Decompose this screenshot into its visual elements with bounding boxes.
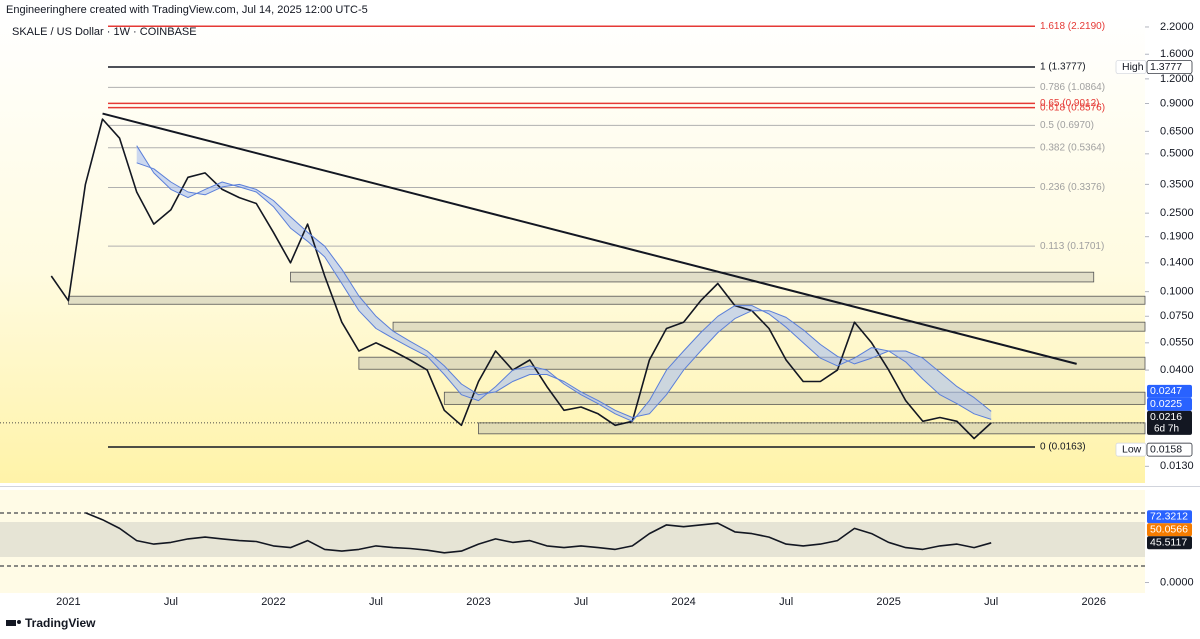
y-tick-label: 0.0750 bbox=[1160, 310, 1194, 322]
y-tick-label: 0.1400 bbox=[1160, 257, 1194, 269]
y-tick-label: 1.6000 bbox=[1160, 48, 1194, 60]
fib-level-label: 1 (1.3777) bbox=[1040, 62, 1086, 73]
series-line bbox=[136, 162, 992, 418]
x-tick-label: Jul bbox=[984, 596, 998, 608]
x-tick-label: 2024 bbox=[671, 596, 695, 608]
series-line bbox=[50, 118, 992, 440]
fib-level-label: 1.618 (2.2190) bbox=[1040, 21, 1105, 32]
price-tag-caption-box bbox=[1115, 442, 1147, 457]
fib-level-label: 0.618 (0.8576) bbox=[1040, 102, 1105, 113]
series-line bbox=[136, 145, 992, 422]
fib-level-label: 0.5 (0.6970) bbox=[1040, 120, 1094, 131]
y-tick-label: 0.9000 bbox=[1160, 97, 1194, 109]
x-tick-label: 2023 bbox=[466, 596, 490, 608]
y-tick-label: 2.2000 bbox=[1160, 21, 1194, 33]
rsi-pane-background bbox=[0, 490, 1145, 593]
fib-level-label: 0 (0.0163) bbox=[1040, 442, 1086, 453]
x-tick-label: 2022 bbox=[261, 596, 285, 608]
x-tick-label: Jul bbox=[369, 596, 383, 608]
zone bbox=[443, 391, 1146, 405]
zone bbox=[67, 295, 1146, 305]
price-tag-value: 45.5117 bbox=[1150, 537, 1187, 549]
zone bbox=[358, 356, 1146, 370]
x-tick-label: 2026 bbox=[1081, 596, 1105, 608]
zone bbox=[478, 422, 1146, 435]
brand: TradingView bbox=[25, 616, 96, 630]
fib-level-label: 0.65 (0.9012) bbox=[1040, 98, 1100, 109]
price-tag-caption: Low bbox=[1122, 443, 1142, 455]
y-tick-label: 1.2000 bbox=[1160, 73, 1194, 85]
fib-level-label: 0.236 (0.3376) bbox=[1040, 182, 1105, 193]
price-tag bbox=[1147, 410, 1192, 435]
y-tick-label: 0.0130 bbox=[1160, 460, 1194, 472]
y-tick-label: 0.2500 bbox=[1160, 207, 1194, 219]
price-tag-value: 0.0225 bbox=[1150, 398, 1182, 410]
zone bbox=[392, 321, 1146, 332]
price-tag-value: 50.0566 bbox=[1150, 524, 1188, 536]
price-tag-value: 0.0216 bbox=[1150, 411, 1182, 423]
x-tick-label: 2025 bbox=[876, 596, 900, 608]
tradingview-logo: TradingView bbox=[6, 616, 96, 630]
y-tick-label: 0.6500 bbox=[1160, 125, 1194, 137]
trendline bbox=[102, 112, 1077, 365]
y-tick-label: 0.5000 bbox=[1160, 148, 1194, 160]
price-tag bbox=[1147, 510, 1192, 524]
x-tick-label: Jul bbox=[574, 596, 588, 608]
y-tick-label: 0.3500 bbox=[1160, 178, 1194, 190]
price-tag bbox=[1147, 523, 1192, 537]
fib-level-label: 0.786 (1.0864) bbox=[1040, 82, 1105, 93]
y-tick-label: 0.1900 bbox=[1160, 231, 1194, 243]
y-tick-label: 0.0000 bbox=[1160, 576, 1194, 588]
price-tag bbox=[1147, 536, 1192, 550]
rsi-band bbox=[0, 522, 1145, 557]
x-tick-label: Jul bbox=[779, 596, 793, 608]
price-tag bbox=[1146, 442, 1193, 457]
x-tick-label: 2021 bbox=[56, 596, 80, 608]
price-tag bbox=[1146, 60, 1193, 74]
logo-dot bbox=[17, 620, 21, 624]
series-line bbox=[85, 511, 992, 554]
symbol-title: SKALE / US Dollar · 1W · COINBASE bbox=[12, 26, 197, 38]
price-tag-countdown: 6d 7h bbox=[1154, 423, 1179, 434]
price-tag bbox=[1147, 384, 1192, 398]
x-tick-label: Jul bbox=[164, 596, 178, 608]
y-tick-label: 0.1000 bbox=[1160, 286, 1194, 298]
price-tag-caption-box bbox=[1115, 60, 1147, 74]
price-tag bbox=[1147, 397, 1192, 411]
y-tick-label: 0.0400 bbox=[1160, 364, 1194, 376]
price-tag-value: 1.3777 bbox=[1150, 61, 1182, 73]
fib-level-label: 0.113 (0.1701) bbox=[1040, 241, 1104, 252]
price-pane-background bbox=[0, 15, 1145, 483]
zone bbox=[290, 271, 1095, 283]
fib-level-label: 0.382 (0.5364) bbox=[1040, 142, 1105, 153]
price-tag-value: 0.0158 bbox=[1150, 443, 1182, 455]
author-line: Engineeringhere created with TradingView… bbox=[6, 4, 368, 16]
y-tick-label: 0.0550 bbox=[1160, 337, 1194, 349]
price-tag-value: 72.3212 bbox=[1150, 511, 1188, 523]
price-tag-value: 0.0247 bbox=[1150, 385, 1182, 397]
price-tag-caption: High bbox=[1122, 61, 1144, 73]
logo-mark bbox=[6, 620, 16, 626]
